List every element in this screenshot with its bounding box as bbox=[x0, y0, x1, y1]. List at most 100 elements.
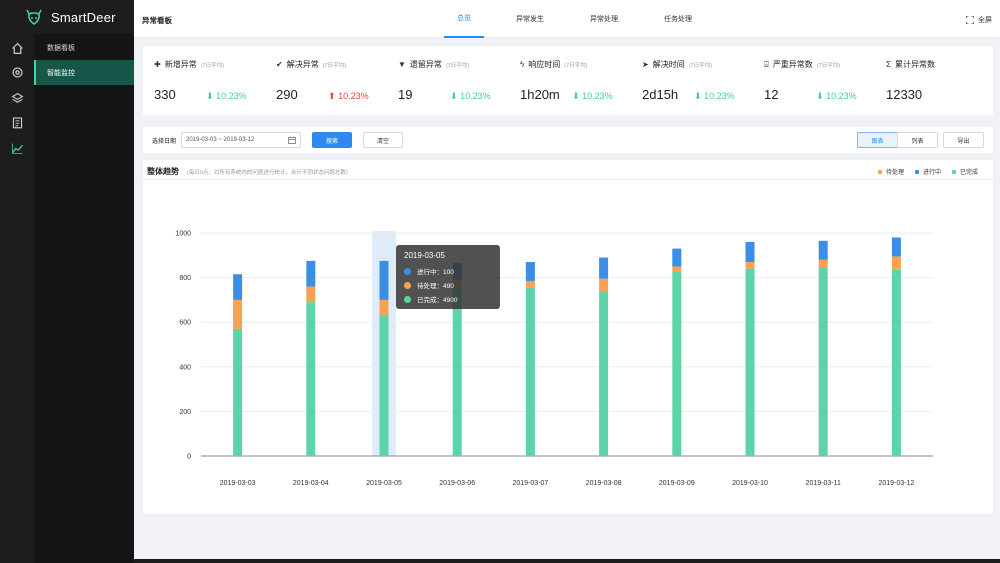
y-tick-label: 200 bbox=[179, 409, 191, 416]
date-label: 选择日期 bbox=[152, 139, 177, 145]
plus-icon: ✚ bbox=[154, 60, 161, 69]
legend-item-inprogress[interactable]: 进行中 bbox=[915, 167, 941, 176]
stat-sub: (7日平均) bbox=[200, 62, 224, 69]
bar-segment bbox=[672, 272, 682, 456]
stacked-bar-chart: 0 200 400 600 800 1000 2019-03-03 2019-03-04 201… bbox=[175, 231, 933, 487]
tab-exception-occurred[interactable]: 异常发生 bbox=[516, 16, 544, 23]
x-tick-label: 2019-03-07 bbox=[512, 480, 548, 487]
x-tick-label: 2019-03-04 bbox=[293, 480, 329, 487]
bar-segment bbox=[818, 240, 828, 260]
tab-task-handling[interactable]: 任务处理 bbox=[664, 16, 692, 23]
stat-remaining-exceptions: ▼ 遗留异常 (7日平均) 19 ⬇ 10.23% bbox=[398, 46, 508, 115]
fullscreen-button[interactable]: 全屏 bbox=[966, 15, 992, 25]
stat-resolved-exceptions: ✔ 解决异常 (7日平均) 290 ⬆ 10.23% bbox=[276, 46, 386, 115]
sidebar-item-label: 数据看板 bbox=[47, 44, 75, 52]
bar-segment bbox=[745, 261, 755, 269]
stat-label: 累计异常数 bbox=[894, 60, 935, 69]
x-tick-label: 2019-03-05 bbox=[366, 480, 402, 487]
bar-segment bbox=[525, 280, 535, 288]
stat-change-value: 10.23% bbox=[582, 91, 613, 101]
stat-value: 12330 bbox=[886, 87, 923, 102]
stat-sub: (7日平均) bbox=[322, 62, 346, 69]
sidebar-item-monitoring[interactable]: 智能监控 bbox=[34, 60, 134, 85]
arrow-down-icon: ⬇ bbox=[450, 91, 458, 101]
stat-change: ⬇ 10.23% bbox=[206, 91, 247, 102]
stat-label: 解决异常 bbox=[286, 60, 319, 69]
stat-change-value: 10.23% bbox=[338, 91, 369, 101]
trend-icon[interactable] bbox=[9, 140, 25, 156]
stat-change: ⬇ 10.23% bbox=[572, 91, 613, 102]
chart-tooltip: 2019-03-05 进行中：100 待处理：490 已完成：4900 bbox=[396, 245, 500, 309]
bar-segment bbox=[233, 299, 243, 329]
y-tick-label: 800 bbox=[179, 275, 191, 282]
tab-overview[interactable]: 总览 bbox=[444, 0, 484, 38]
icon-rail bbox=[0, 0, 34, 563]
legend-item-done[interactable]: 已完成 bbox=[952, 167, 978, 176]
bar-segment bbox=[818, 259, 828, 268]
stats-card: ✚ 新增异常 (7日平均) 330 ⬇ 10.23% ✔ 解决异常 (7日平均) 290… bbox=[143, 46, 993, 115]
stat-change-value: 10.23% bbox=[826, 91, 857, 101]
sidebar-item-label: 智能监控 bbox=[47, 69, 75, 77]
stat-label: 响应时间 bbox=[528, 60, 561, 69]
stat-severe-exceptions: ⍓ 严重异常数 (7日平均) 12 ⬇ 10.23% bbox=[764, 46, 874, 115]
search-button[interactable]: 搜索 bbox=[312, 132, 352, 148]
arrow-down-icon: ⬇ bbox=[206, 91, 214, 101]
stat-value: 1h20m bbox=[520, 87, 560, 102]
tooltip-row: 已完成：4900 bbox=[404, 292, 492, 306]
bar-segment bbox=[891, 269, 901, 456]
date-range-picker[interactable]: 2019-03-03 ~ 2019-03-12 bbox=[181, 132, 301, 148]
app-logo[interactable]: SmartDeer bbox=[0, 0, 134, 34]
tab-exception-handling[interactable]: 异常处理 bbox=[590, 16, 618, 23]
chart-view-button[interactable]: 图表 bbox=[857, 132, 898, 148]
y-tick-label: 400 bbox=[179, 364, 191, 371]
legend-label: 已完成 bbox=[960, 170, 979, 176]
stat-change: ⬇ 10.23% bbox=[450, 91, 491, 102]
arrow-up-icon: ⬆ bbox=[328, 91, 336, 101]
sidebar-item-dashboard[interactable]: 数据看板 bbox=[34, 35, 134, 60]
bar-segment bbox=[452, 286, 462, 456]
gear-icon[interactable] bbox=[9, 64, 25, 80]
bar-segment bbox=[818, 267, 828, 456]
x-tick-label: 2019-03-08 bbox=[586, 480, 622, 487]
tooltip-row: 进行中：100 bbox=[404, 264, 492, 278]
clear-button[interactable]: 清空 bbox=[363, 132, 403, 148]
bar-segment bbox=[525, 261, 535, 281]
bar-segment bbox=[672, 266, 682, 273]
bar-segment bbox=[306, 260, 316, 287]
y-tick-label: 0 bbox=[187, 454, 191, 461]
stat-label: 新增异常 bbox=[164, 60, 197, 69]
stat-value: 19 bbox=[398, 87, 413, 102]
tooltip-row-label: 待处理：490 bbox=[417, 283, 454, 290]
legend-label: 进行中 bbox=[923, 170, 942, 176]
x-tick-label: 2019-03-06 bbox=[439, 480, 475, 487]
layers-icon[interactable] bbox=[9, 90, 25, 106]
bar-segment bbox=[891, 256, 901, 270]
sigma-icon: Σ bbox=[886, 60, 891, 69]
legend-item-pending[interactable]: 待处理 bbox=[878, 167, 904, 176]
x-tick-label: 2019-03-10 bbox=[732, 480, 768, 487]
clipboard-icon[interactable] bbox=[9, 114, 25, 130]
date-range-value: 2019-03-03 ~ 2019-03-12 bbox=[186, 137, 255, 143]
stat-value: 12 bbox=[764, 87, 779, 102]
app-name: SmartDeer bbox=[51, 9, 116, 25]
stat-resolution-time: ➤ 解决时间 (7日平均) 2d15h ⬇ 10.23% bbox=[642, 46, 752, 115]
stat-change: ⬇ 10.23% bbox=[694, 91, 735, 102]
stat-label: 严重异常数 bbox=[772, 60, 813, 69]
x-tick-label: 2019-03-11 bbox=[806, 480, 841, 487]
divider bbox=[143, 179, 993, 180]
stat-change-value: 10.23% bbox=[460, 91, 491, 101]
bar-segment bbox=[379, 299, 389, 316]
list-view-button[interactable]: 列表 bbox=[897, 132, 938, 148]
trend-chart-card: 0 200 400 600 800 1000 2019-03-03 2019-03-04 201… bbox=[143, 160, 993, 514]
chart-subtitle: (每日0点，对所有系统内的问题进行统计，合计不同状态问题总数) bbox=[187, 170, 348, 176]
x-tick-label: 2019-03-03 bbox=[220, 480, 256, 487]
filter-bar: 选择日期 2019-03-03 ~ 2019-03-12 搜索 清空 图表 列表… bbox=[143, 127, 993, 153]
bar-segment bbox=[745, 241, 755, 262]
export-button[interactable]: 导出 bbox=[943, 132, 984, 148]
x-tick-label: 2019-03-09 bbox=[659, 480, 695, 487]
tooltip-row-label: 进行中：100 bbox=[417, 269, 454, 276]
stat-change-value: 10.23% bbox=[216, 91, 247, 101]
header: 异常看板 总览 异常发生 异常处理 任务处理 全屏 bbox=[134, 0, 1000, 38]
chart-title: 整体趋势 bbox=[147, 167, 179, 176]
home-icon[interactable] bbox=[9, 40, 25, 56]
